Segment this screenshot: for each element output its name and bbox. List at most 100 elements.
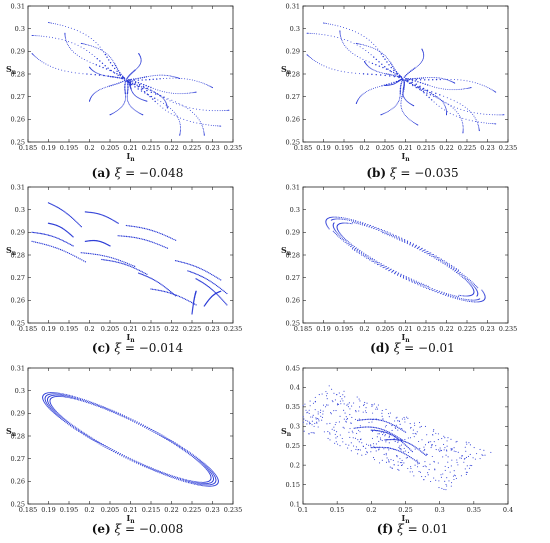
data-point xyxy=(64,395,66,397)
data-point xyxy=(177,444,179,446)
data-point xyxy=(335,437,337,439)
data-point xyxy=(211,86,213,88)
data-point xyxy=(109,55,111,57)
data-point xyxy=(443,109,445,111)
data-point xyxy=(203,269,205,272)
data-point xyxy=(336,436,338,438)
data-point xyxy=(419,284,421,286)
data-point xyxy=(68,252,71,255)
data-point xyxy=(365,253,367,255)
data-point xyxy=(405,450,407,452)
data-point xyxy=(450,296,452,298)
data-point xyxy=(207,485,209,487)
data-point xyxy=(389,70,391,72)
data-point xyxy=(154,468,156,470)
data-point xyxy=(131,80,134,82)
data-point xyxy=(437,433,439,435)
data-point xyxy=(163,234,165,236)
data-point xyxy=(466,465,468,467)
data-point xyxy=(391,467,393,469)
data-point xyxy=(116,258,118,261)
data-point xyxy=(423,53,425,55)
data-point xyxy=(143,464,145,466)
data-point xyxy=(398,272,400,274)
data-point xyxy=(120,262,122,264)
data-point xyxy=(381,410,383,412)
data-point xyxy=(424,249,426,251)
data-point xyxy=(477,301,479,303)
data-point xyxy=(431,91,433,93)
data-point xyxy=(331,400,333,402)
data-point xyxy=(217,285,219,288)
data-point xyxy=(65,241,67,243)
data-point xyxy=(99,405,101,407)
data-point xyxy=(439,293,441,295)
data-point xyxy=(148,240,151,242)
data-point xyxy=(183,297,185,300)
data-point xyxy=(365,255,367,257)
data-point xyxy=(417,448,419,450)
data-point xyxy=(346,417,349,420)
data-point xyxy=(428,288,431,291)
data-point xyxy=(117,235,119,237)
data-point xyxy=(443,488,445,490)
data-point xyxy=(143,272,145,274)
data-point xyxy=(362,44,364,46)
data-point xyxy=(403,76,406,78)
data-point xyxy=(145,239,147,241)
data-point xyxy=(120,81,122,84)
data-point xyxy=(425,286,427,288)
data-point xyxy=(87,402,89,404)
data-point xyxy=(325,395,328,397)
data-point xyxy=(65,39,67,41)
data-point xyxy=(53,412,55,414)
data-point xyxy=(432,94,434,96)
data-point xyxy=(411,281,413,283)
data-point xyxy=(334,69,336,71)
data-point xyxy=(461,295,463,297)
data-point xyxy=(491,89,493,91)
data-point xyxy=(390,432,392,434)
data-point xyxy=(61,416,63,418)
data-point xyxy=(396,456,398,458)
data-point xyxy=(468,283,471,285)
data-point xyxy=(368,444,370,446)
data-point xyxy=(389,269,391,271)
data-point xyxy=(181,478,183,480)
data-point xyxy=(462,275,464,277)
data-point xyxy=(123,78,126,80)
plot-frame xyxy=(302,367,509,505)
data-point xyxy=(327,227,329,229)
data-point xyxy=(333,426,335,428)
x-tick-label: 0.35 xyxy=(467,506,481,514)
data-point xyxy=(308,421,310,423)
data-point xyxy=(409,102,411,104)
data-point xyxy=(166,91,168,93)
data-point xyxy=(183,93,185,94)
data-point xyxy=(58,248,60,250)
data-point xyxy=(128,78,130,81)
data-point xyxy=(426,287,428,289)
data-point xyxy=(104,53,107,56)
data-point xyxy=(52,393,54,395)
data-point xyxy=(453,450,455,452)
data-point xyxy=(185,449,187,451)
data-point xyxy=(446,111,448,113)
data-point xyxy=(34,232,36,234)
data-point xyxy=(460,79,462,81)
data-point xyxy=(191,313,193,315)
data-point xyxy=(127,76,129,79)
data-point xyxy=(72,398,74,400)
data-point xyxy=(186,299,188,301)
data-point xyxy=(384,58,386,60)
data-point xyxy=(422,52,424,54)
data-point xyxy=(380,72,382,74)
data-point xyxy=(414,432,416,434)
data-point xyxy=(394,69,396,71)
data-point xyxy=(378,261,380,264)
data-point xyxy=(371,68,373,70)
data-point xyxy=(342,41,344,43)
data-point xyxy=(186,481,188,483)
data-point xyxy=(52,392,54,394)
data-point xyxy=(322,410,324,412)
